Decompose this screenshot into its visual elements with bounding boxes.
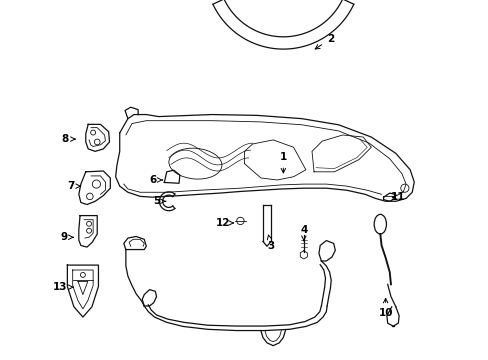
Text: 5: 5 (153, 196, 165, 206)
Text: 2: 2 (315, 34, 333, 49)
Text: 8: 8 (61, 134, 75, 144)
Text: 6: 6 (149, 175, 162, 185)
Text: 13: 13 (53, 282, 73, 292)
Text: 10: 10 (378, 298, 392, 318)
Text: 11: 11 (390, 192, 405, 202)
Text: 3: 3 (267, 235, 274, 251)
Text: 4: 4 (300, 225, 307, 240)
Text: 9: 9 (60, 232, 73, 242)
Text: 7: 7 (67, 181, 80, 191)
Text: 1: 1 (279, 153, 286, 173)
Text: 12: 12 (216, 218, 233, 228)
